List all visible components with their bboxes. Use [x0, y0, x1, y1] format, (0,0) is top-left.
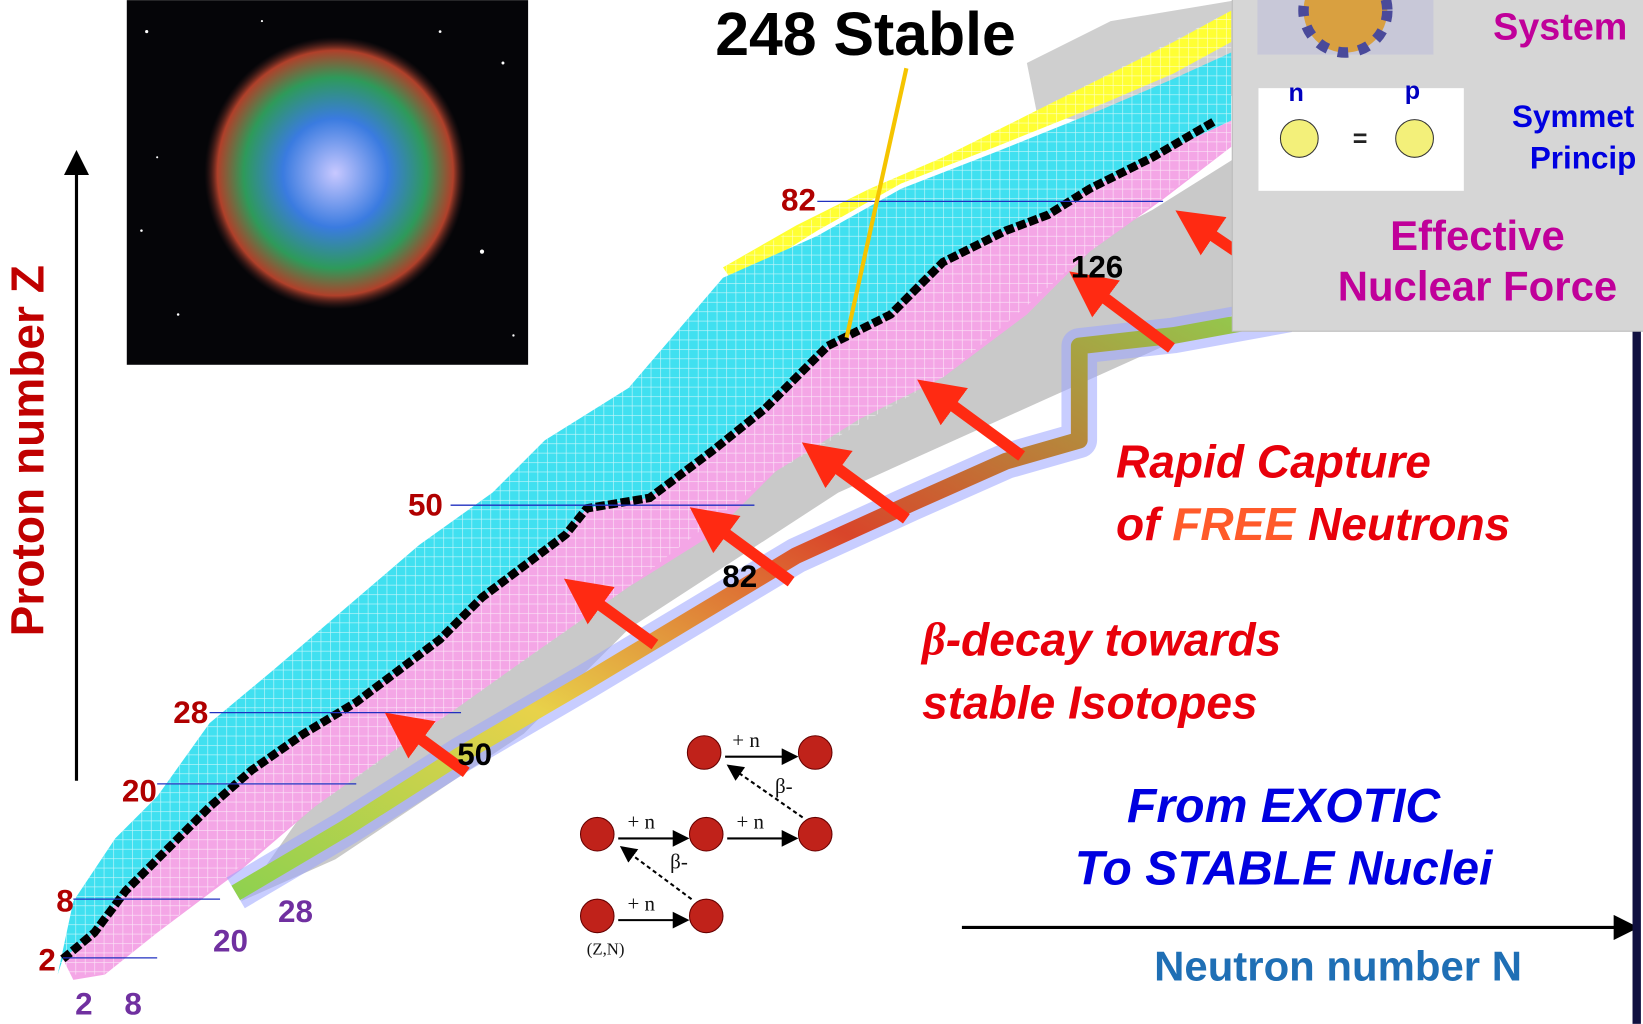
neutron-magic: 2: [75, 986, 92, 1021]
proton-magic: 20: [122, 774, 157, 809]
neutron-magic: 28: [278, 894, 313, 929]
slide: + n + n + n + n β- β- (Z,N) n p = System…: [0, 0, 1643, 1024]
rapid-capture-text: of FREE Neutrons: [1116, 498, 1510, 550]
neutron-magic: 8: [124, 986, 141, 1021]
panel-system: System: [1493, 5, 1627, 47]
inset-capture: + n: [736, 810, 764, 834]
inset-capture: + n: [628, 810, 656, 834]
beta-decay-text: stable Isotopes: [922, 677, 1258, 729]
panel-symmetry: Princip: [1530, 141, 1637, 176]
exotic-text: To STABLE Nuclei: [1075, 842, 1494, 896]
neutron-label: n: [1288, 79, 1303, 107]
page: + n + n + n + n β- β- (Z,N) n p = System…: [0, 0, 1643, 1024]
free-highlight: FREE: [1172, 498, 1296, 550]
r-process-magic: 50: [457, 737, 492, 772]
x-axis-label: Neutron number N: [1154, 942, 1522, 989]
beta-decay-text: β-decay towards: [920, 613, 1281, 666]
proton-magic: 50: [408, 488, 443, 523]
text-part: Neutrons: [1295, 498, 1510, 550]
inset-beta: β-: [775, 774, 793, 798]
beta-symbol: β: [920, 613, 946, 664]
panel-force: Effective: [1390, 212, 1565, 259]
equals-sign: =: [1353, 125, 1368, 153]
neutron-icon: [1280, 120, 1318, 158]
neutron-magic: 20: [213, 923, 248, 958]
y-axis-label: Proton number Z: [2, 265, 54, 636]
r-process-magic: 82: [722, 559, 757, 594]
r-process-magic: 126: [1071, 250, 1123, 285]
inset-capture: + n: [628, 891, 656, 915]
inset-origin: (Z,N): [587, 939, 625, 958]
text-part: of: [1116, 498, 1172, 550]
proton-magic: 82: [781, 183, 816, 218]
proton-label: p: [1405, 77, 1420, 105]
proton-icon: [1396, 120, 1434, 158]
nebula: [204, 37, 466, 309]
text-part: -decay towards: [946, 614, 1282, 666]
proton-magic: 2: [38, 942, 55, 977]
proton-magic: 8: [56, 884, 73, 919]
panel-symmetry: Symmet: [1512, 99, 1635, 134]
title: 248 Stable: [715, 0, 1016, 68]
exotic-text: From EXOTIC: [1127, 779, 1441, 833]
inset-beta: β-: [670, 849, 688, 873]
inset-capture: + n: [732, 728, 760, 752]
rapid-capture-text: Rapid Capture: [1116, 436, 1431, 488]
proton-magic: 28: [173, 695, 208, 730]
panel-force: Nuclear Force: [1338, 262, 1618, 309]
